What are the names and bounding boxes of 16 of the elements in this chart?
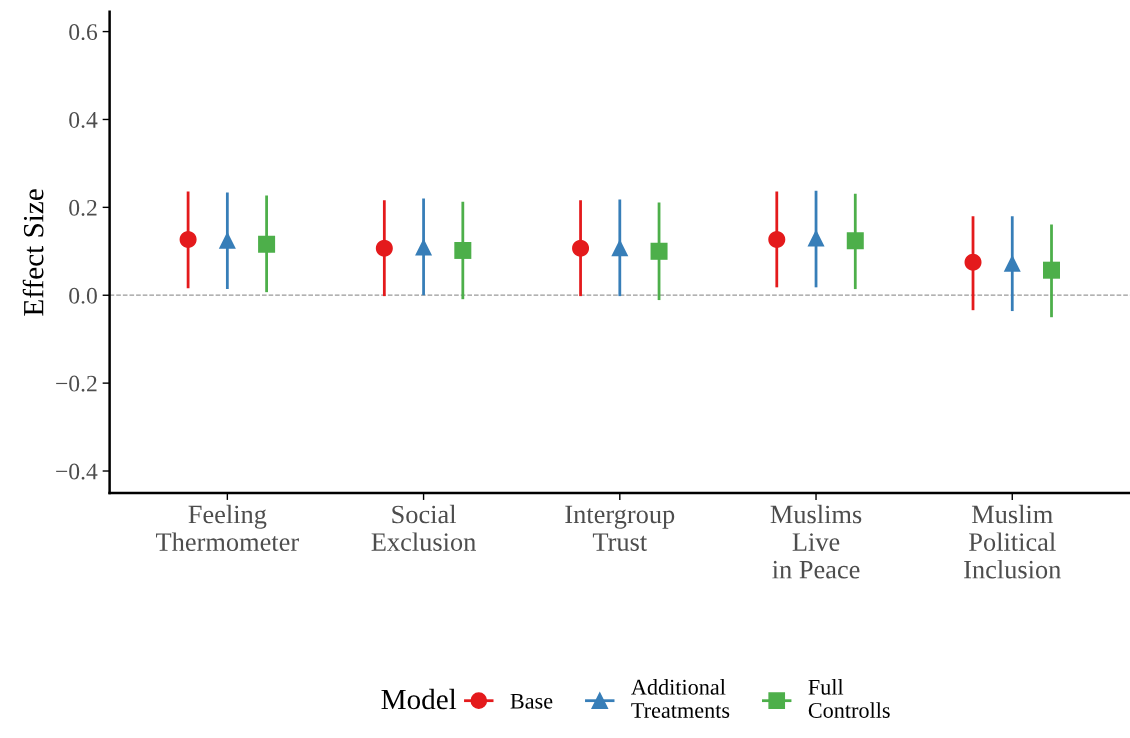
y-axis-title: Effect Size — [22, 189, 44, 316]
x-tick-label: Feeling Thermometer — [156, 504, 299, 552]
y-tick-label: 0.4 — [69, 111, 98, 128]
legend-label: Base — [510, 693, 553, 709]
x-tick-label: Intergroup Trust — [565, 505, 675, 551]
x-tick-label: Social Exclusion — [371, 504, 476, 551]
legend-title: Model — [381, 688, 457, 710]
y-tick-label: 0.0 — [69, 287, 97, 304]
legend-label: Additional Treatments — [631, 679, 730, 718]
x-tick-label: Muslim Political Inclusion — [964, 504, 1061, 579]
y-tick-label: −0.4 — [56, 463, 98, 480]
y-tick-label: 0.6 — [69, 24, 98, 41]
y-tick-label: −0.2 — [56, 375, 97, 392]
y-tick-label: 0.2 — [69, 199, 97, 216]
x-tick-label: Muslims Live in Peace — [770, 504, 862, 579]
legend-label: Full Controlls — [808, 679, 890, 718]
